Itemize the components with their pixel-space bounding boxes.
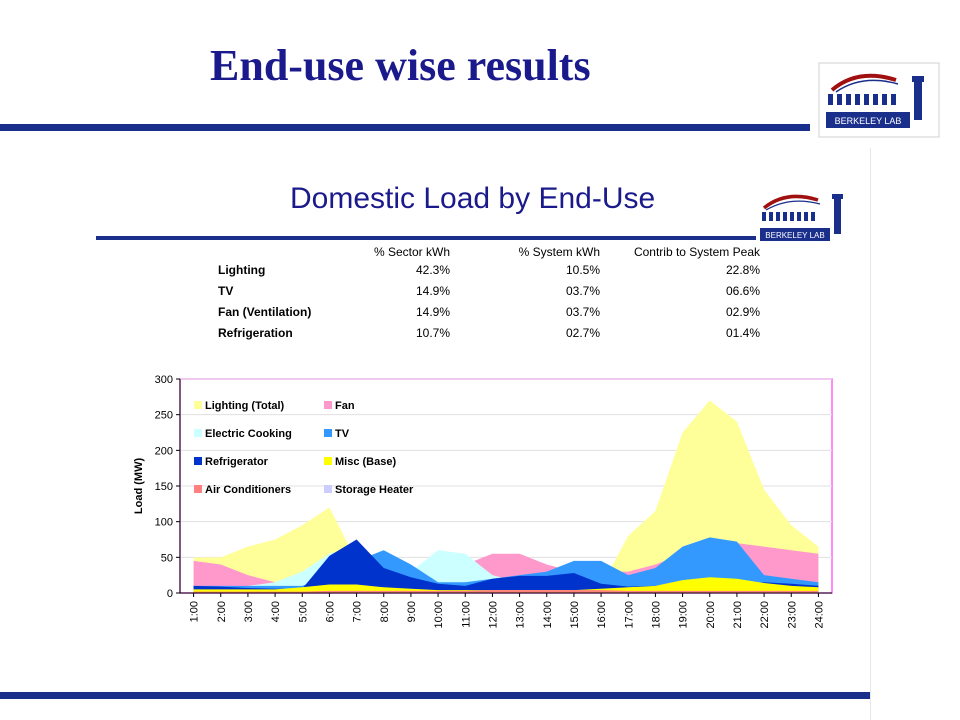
logo-text: BERKELEY LAB: [835, 116, 902, 126]
table-header: % Sector kWh: [373, 245, 450, 259]
table-row: Lighting 42.3% 10.5% 22.8%: [218, 259, 760, 280]
table-cell: 03.7%: [565, 304, 600, 319]
x-tick-label: 24:00: [813, 601, 825, 629]
table-cell: 42.3%: [415, 262, 450, 277]
legend-swatch: [194, 457, 202, 465]
legend-swatch: [194, 401, 202, 409]
x-tick-label: 18:00: [650, 601, 662, 629]
table-cell: 03.7%: [565, 283, 600, 298]
x-tick-label: 19:00: [678, 601, 690, 629]
legend-swatch: [324, 429, 332, 437]
table-cell: 01.4%: [725, 325, 760, 340]
table-cell: Lighting: [218, 262, 266, 277]
table-header: Contrib to System Peak: [633, 245, 760, 259]
table-cell: Refrigeration: [218, 325, 293, 340]
legend-swatch: [324, 457, 332, 465]
x-tick-label: 20:00: [705, 601, 717, 629]
x-tick-label: 7:00: [352, 601, 364, 622]
series-area: [193, 400, 819, 593]
table-cell: 22.8%: [725, 262, 760, 277]
legend-label: Lighting (Total): [205, 400, 285, 412]
x-tick-label: 4:00: [270, 601, 282, 622]
y-tick-label: 150: [155, 481, 173, 493]
x-tick-label: 8:00: [379, 601, 391, 622]
x-tick-label: 1:00: [189, 601, 201, 622]
series-area: [193, 577, 819, 593]
x-tick-label: 15:00: [569, 601, 581, 629]
legend-label: Air Conditioners: [205, 484, 291, 496]
legend-swatch: [194, 429, 202, 437]
slide-side-line: [870, 148, 871, 720]
series-area: [193, 539, 819, 593]
slide-title: End-use wise results: [210, 41, 591, 90]
domestic-load-area-chart: 0 50 100 150 200 250 300 1:00 2:00 3:00 4:00 5:00 6:…: [133, 374, 833, 629]
table-row: Fan (Ventilation) 14.9% 03.7% 02.9%: [218, 301, 760, 322]
legend-swatch: [194, 485, 202, 493]
x-tick-label: 11:00: [460, 601, 472, 628]
x-tick-label: 21:00: [732, 601, 744, 629]
y-tick-label: 100: [155, 517, 173, 529]
table-cell: 02.9%: [725, 304, 760, 319]
title-rule: [0, 124, 810, 131]
legend-swatch: [324, 485, 332, 493]
x-tick-label: 2:00: [216, 601, 228, 622]
table-header: [218, 245, 338, 259]
x-tick-label: 6:00: [324, 601, 336, 622]
legend-swatch: [324, 401, 332, 409]
x-tick-label: 14:00: [542, 601, 554, 629]
table-cell: 10.5%: [565, 262, 600, 277]
logo-text-small: BERKELEY LAB: [765, 231, 824, 240]
table-header: % System kWh: [518, 245, 600, 259]
x-tick-label: 16:00: [596, 601, 608, 629]
table-cell: 06.6%: [725, 283, 760, 298]
x-tick-label: 13:00: [515, 601, 527, 629]
legend-label: Storage Heater: [335, 484, 414, 496]
end-use-share-table: % Sector kWh % System kWh Contrib to Sys…: [218, 245, 760, 343]
y-tick-label: 50: [161, 552, 173, 564]
x-tick-label: 22:00: [759, 601, 771, 629]
table-cell: Fan (Ventilation): [218, 304, 312, 319]
berkeley-lab-logo: BERKELEY LAB: [818, 62, 940, 138]
x-tick-label: 5:00: [297, 601, 309, 622]
legend-label: Refrigerator: [205, 456, 269, 468]
x-tick-label: 9:00: [406, 601, 418, 622]
x-tick-label: 10:00: [433, 601, 445, 629]
figure-rule: [96, 236, 756, 240]
y-axis-label: Load (MW): [133, 458, 145, 515]
legend-label: Misc (Base): [335, 456, 396, 468]
x-tick-label: 12:00: [487, 601, 499, 629]
y-tick-label: 250: [155, 410, 173, 422]
y-tick-label: 0: [167, 588, 173, 600]
y-tick-label: 300: [155, 374, 173, 386]
x-tick-label: 3:00: [243, 601, 255, 622]
table-cell: 14.9%: [415, 304, 450, 319]
table-header-row: % Sector kWh % System kWh Contrib to Sys…: [218, 245, 760, 259]
table-cell: TV: [218, 283, 234, 298]
legend-label: TV: [335, 428, 350, 440]
berkeley-lab-logo-small: BERKELEY LAB: [760, 194, 843, 241]
x-tick-label: 23:00: [786, 601, 798, 629]
y-tick-label: 200: [155, 445, 173, 457]
table-cell: 14.9%: [415, 283, 450, 298]
table-row: Refrigeration 10.7% 02.7% 01.4%: [218, 322, 760, 343]
table-row: TV 14.9% 03.7% 06.6%: [218, 280, 760, 301]
figure-title: Domestic Load by End-Use: [290, 182, 656, 215]
footer-rule: [0, 692, 870, 699]
legend-label: Electric Cooking: [205, 428, 292, 440]
table-cell: 02.7%: [565, 325, 600, 340]
x-tick-label: 17:00: [623, 601, 635, 629]
legend-label: Fan: [335, 400, 355, 412]
table-cell: 10.7%: [415, 325, 450, 340]
